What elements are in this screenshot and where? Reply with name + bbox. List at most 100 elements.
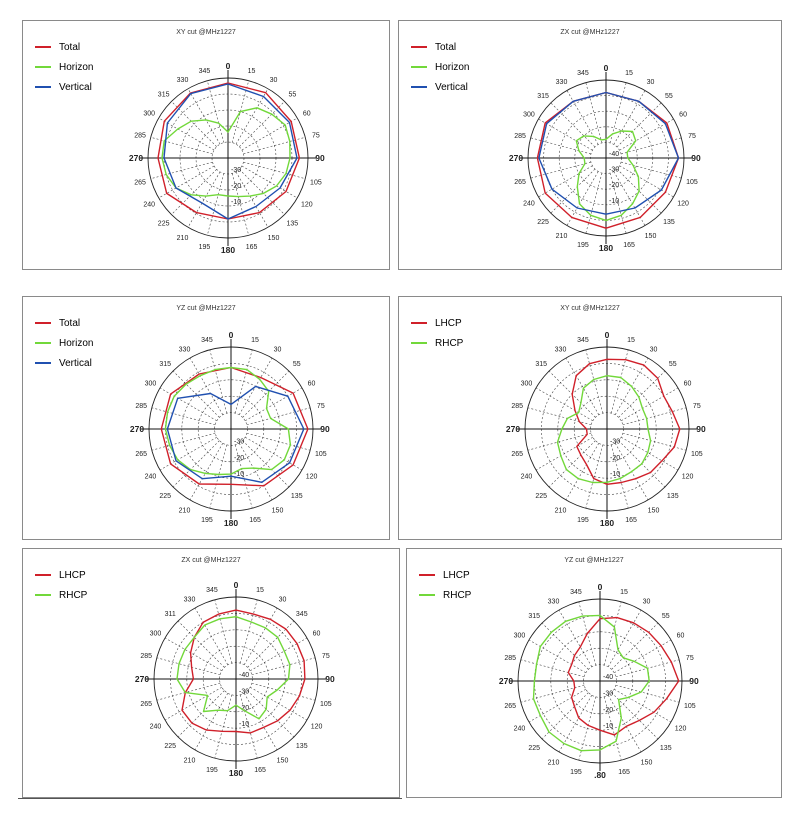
angle-tick-label: 285: [135, 403, 147, 410]
radial-tick-label: -10: [231, 199, 241, 206]
angle-tick-label: 225: [535, 493, 547, 500]
grid-spoke: [616, 102, 662, 148]
angle-tick-label: 345: [296, 611, 308, 618]
grid-spoke: [194, 693, 229, 751]
grid-spoke: [527, 407, 592, 426]
grid-spoke: [535, 436, 593, 471]
legend-swatch-vertical: [411, 86, 427, 88]
grid-spoke: [241, 117, 298, 151]
angle-tick-label: 30: [643, 598, 651, 605]
angle-tick-label: 210: [184, 758, 196, 765]
grid-spoke: [535, 387, 593, 422]
chart-title: ZX cut @MHz1227: [560, 29, 619, 36]
radial-tick-label: -20: [234, 455, 244, 462]
legend-item-total: Total: [35, 313, 93, 333]
legend-item-rhcp: RHCP: [35, 585, 87, 605]
angle-tick-label: 135: [291, 493, 303, 500]
angle-tick-label: 0: [605, 330, 610, 340]
angle-tick-label: 75: [317, 403, 325, 410]
series-line-vertical: [163, 83, 298, 220]
grid-spoke: [242, 370, 290, 418]
angle-tick-label: 120: [675, 726, 687, 733]
angle-tick-label: 135: [296, 743, 308, 750]
series-line-horizon: [161, 107, 291, 198]
legend-swatch-vertical: [35, 362, 51, 364]
grid-spoke: [156, 657, 221, 676]
grid-spoke: [238, 443, 273, 501]
grid-spoke: [251, 657, 316, 676]
angle-tick-label: 330: [179, 346, 191, 353]
angle-tick-label: 30: [279, 596, 287, 603]
chart-title: YZ cut @MHz1227: [564, 557, 623, 564]
angle-tick-label: 330: [555, 346, 567, 353]
angle-tick-label: 105: [684, 703, 696, 710]
grid-spoke: [156, 682, 221, 701]
angle-tick-label: 270: [509, 153, 523, 163]
legend-item-total: Total: [411, 37, 469, 57]
series-line-lhcp: [567, 616, 680, 736]
grid-spoke: [251, 682, 316, 701]
grid-spoke: [621, 436, 679, 471]
legend-swatch-total: [411, 46, 427, 48]
legend-label: LHCP: [435, 317, 462, 329]
series-line-rhcp: [532, 614, 650, 752]
angle-tick-label: 60: [303, 111, 311, 118]
angle-tick-label: 265: [140, 701, 152, 708]
legend-label: RHCP: [435, 337, 464, 349]
chart-panel-zx-circular: ZX cut @MHz1227 0 15 30 345 60 75 90 105 120 135 15…: [22, 548, 400, 798]
grid-spoke: [246, 432, 311, 451]
grid-spoke: [610, 444, 629, 509]
angle-tick-label: 210: [555, 508, 567, 515]
angle-tick-label: 150: [268, 235, 280, 242]
angle-tick-label: .80: [594, 770, 606, 780]
angle-tick-label: 330: [548, 598, 560, 605]
chart-title: YZ cut @MHz1227: [176, 305, 235, 312]
radial-tick-label: -30: [610, 438, 620, 445]
legend-label: Vertical: [435, 81, 468, 93]
legend-swatch-lhcp: [35, 574, 51, 576]
grid-spoke: [603, 601, 622, 666]
radial-tick-label: -30: [603, 690, 613, 697]
grid-spoke: [528, 639, 586, 674]
angle-tick-label: 165: [623, 242, 635, 249]
legend-swatch-vertical: [35, 86, 51, 88]
angle-tick-label: 15: [627, 337, 635, 344]
angle-tick-label: 210: [548, 760, 560, 767]
grid-spoke: [520, 659, 585, 678]
angle-tick-label: 195: [199, 244, 211, 251]
grid-spoke: [164, 686, 222, 721]
angle-tick-label: 225: [159, 493, 171, 500]
grid-spoke: [520, 684, 585, 703]
legend-label: Horizon: [59, 61, 94, 73]
polar-chart: ZX cut @MHz1227 0 15 30 55 60 75 90 105 120 135 150…: [509, 29, 701, 253]
angle-tick-label: 265: [135, 451, 147, 458]
legend-label: Total: [59, 41, 81, 53]
grid-spoke: [209, 349, 228, 414]
grid-spoke: [578, 696, 597, 761]
angle-tick-label: 180: [229, 768, 243, 778]
polar-chart: ZX cut @MHz1227 0 15 30 345 60 75 90 105 120 135 15…: [135, 557, 335, 778]
angle-tick-label: 345: [201, 337, 213, 344]
grid-spoke: [615, 684, 680, 703]
grid-spoke: [189, 357, 224, 415]
radial-tick-label: -30: [231, 167, 241, 174]
polar-grid: [140, 70, 316, 246]
angle-tick-label: 345: [206, 587, 218, 594]
chart-title: XY cut @MHz1227: [176, 29, 236, 36]
angle-tick-label: 265: [504, 703, 516, 710]
legend: LHCP RHCP: [35, 565, 87, 605]
angle-tick-label: 165: [618, 769, 630, 776]
angle-tick-label: 15: [251, 337, 259, 344]
grid-spoke: [151, 407, 216, 426]
grid-spoke: [548, 440, 596, 488]
grid-spoke: [207, 173, 225, 236]
angle-tick-label: 315: [537, 93, 549, 100]
angle-tick-label: 120: [301, 202, 313, 209]
grid-spoke: [209, 444, 228, 509]
legend-swatch-rhcp: [411, 342, 427, 344]
grid-spoke: [243, 161, 306, 179]
legend-item-lhcp: LHCP: [35, 565, 87, 585]
angle-tick-label: 210: [179, 508, 191, 515]
grid-spoke: [603, 696, 622, 761]
angle-tick-label: 345: [577, 337, 589, 344]
